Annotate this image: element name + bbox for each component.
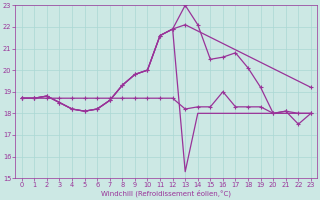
X-axis label: Windchill (Refroidissement éolien,°C): Windchill (Refroidissement éolien,°C)	[101, 190, 231, 197]
